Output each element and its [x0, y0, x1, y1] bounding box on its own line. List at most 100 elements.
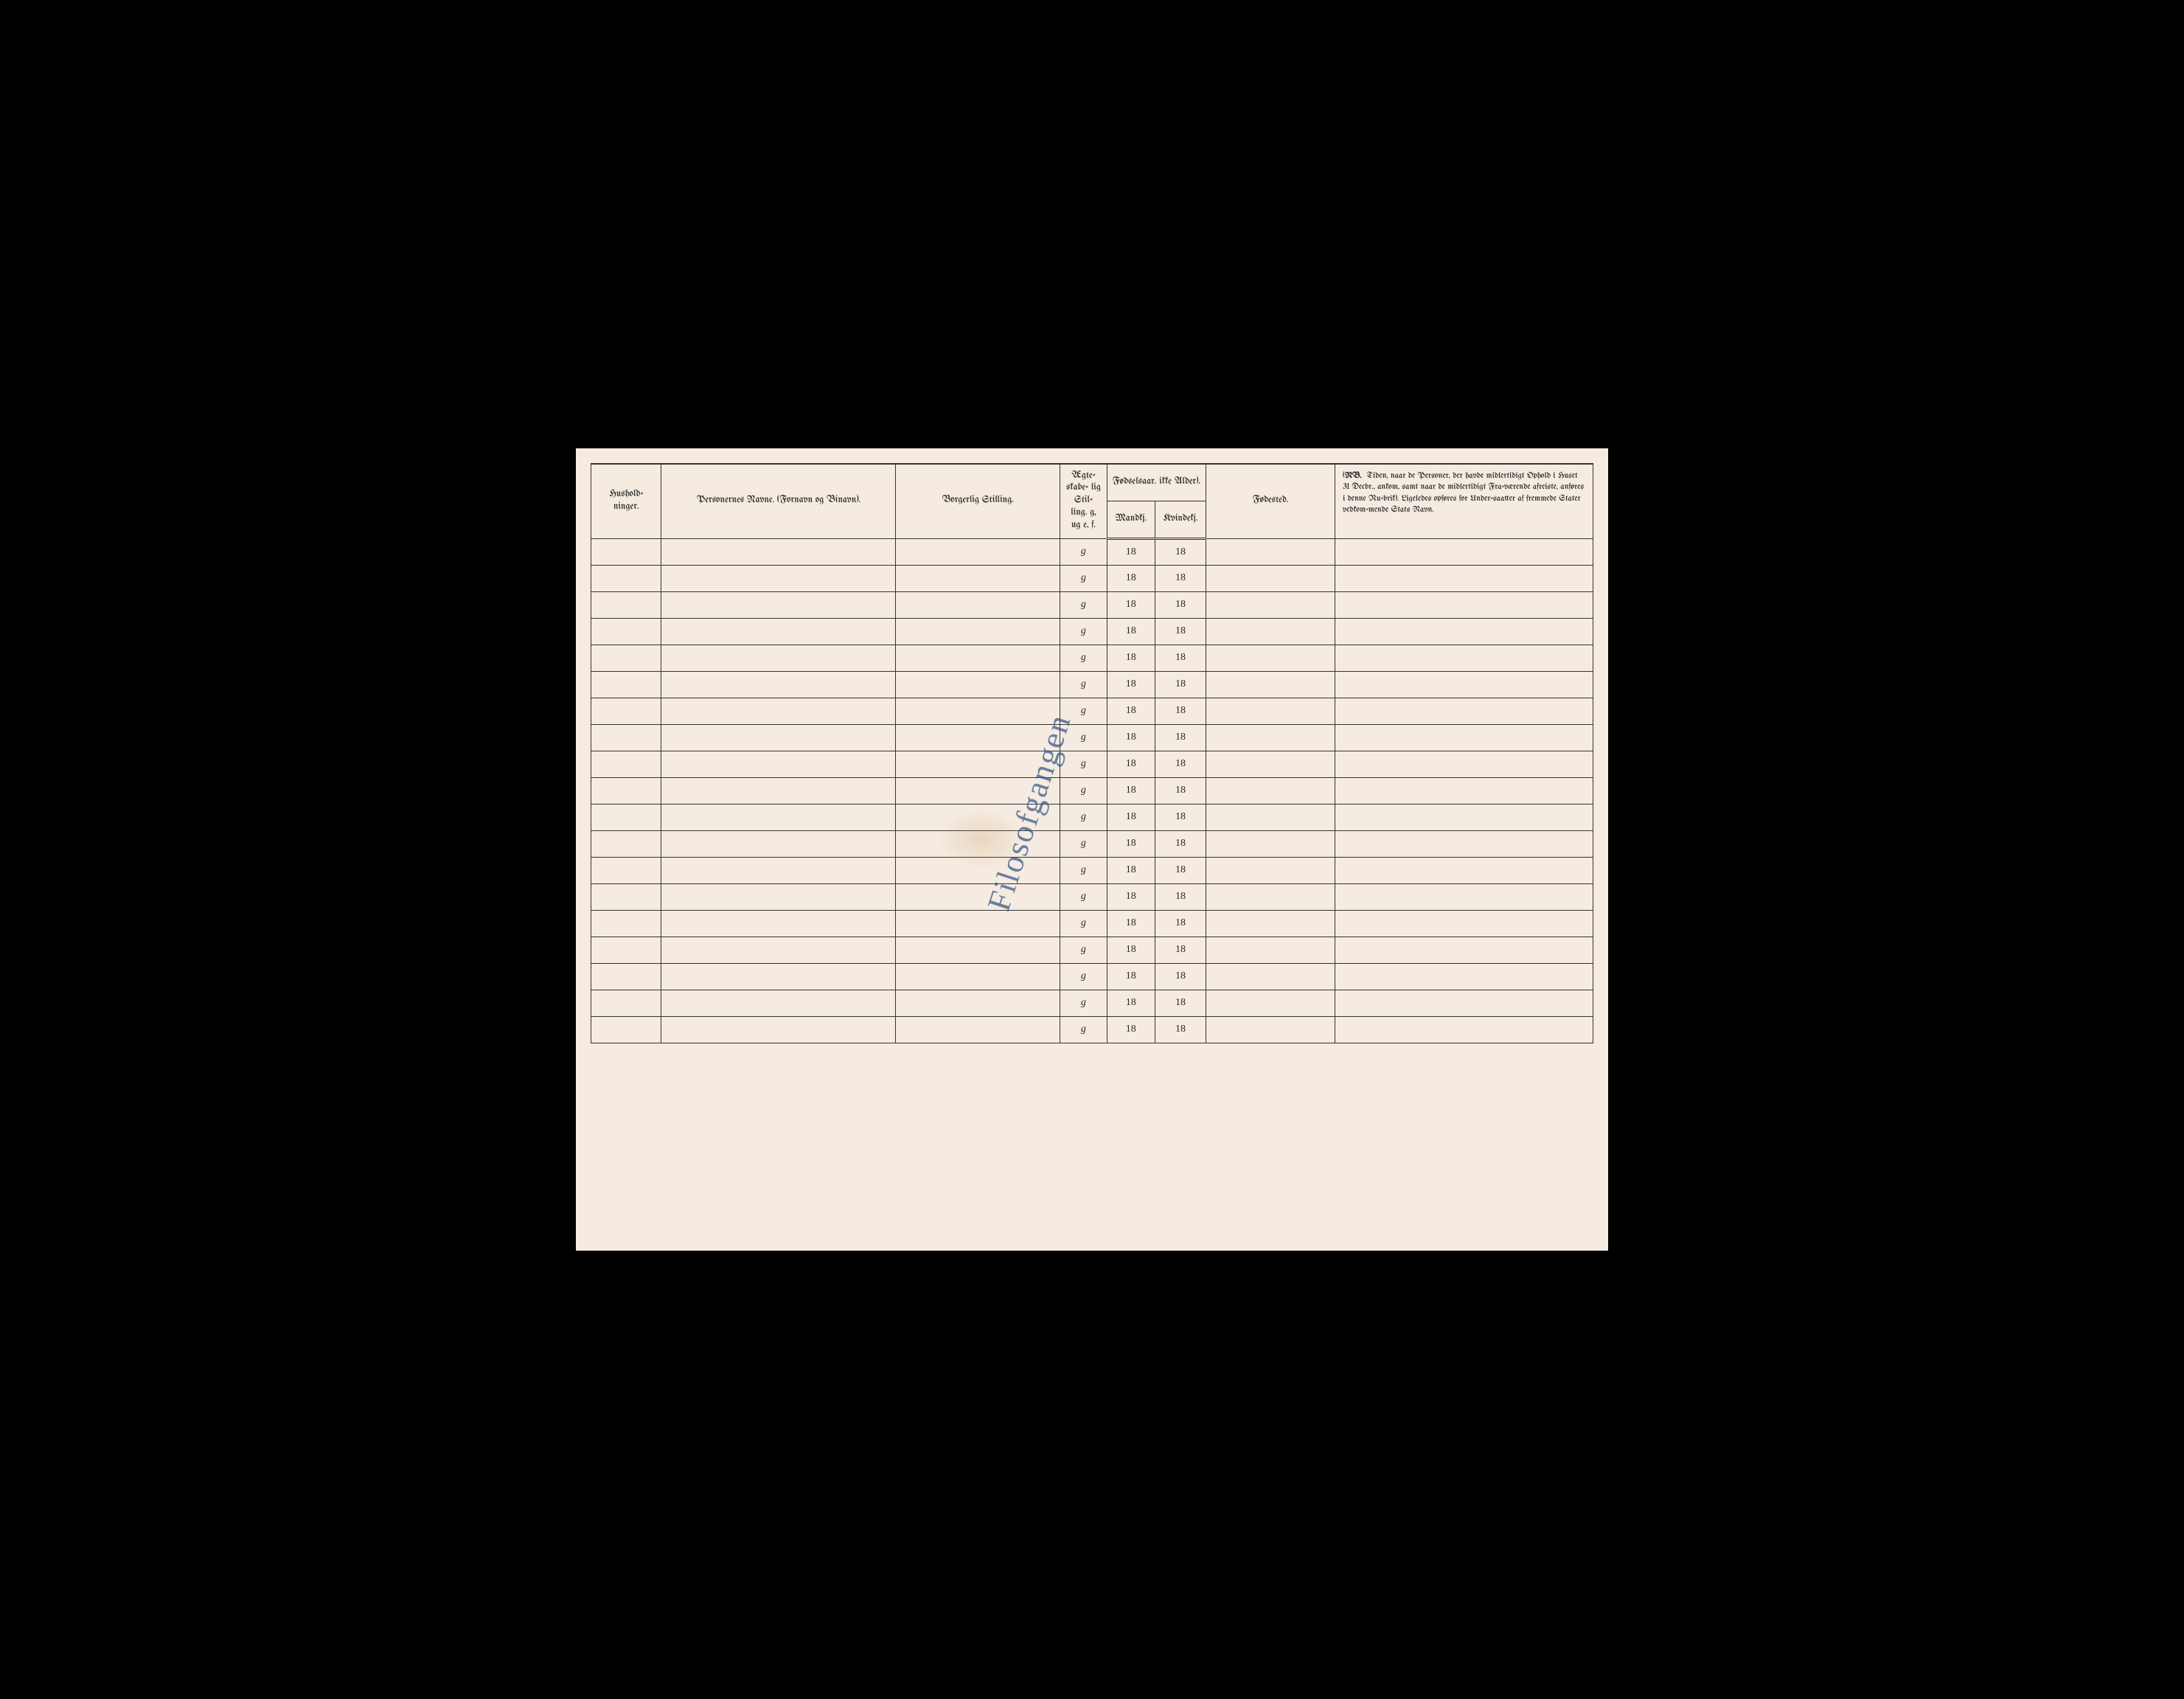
- cell-nb: [1335, 698, 1593, 724]
- cell-hushold: [591, 724, 661, 751]
- header-fodested: Fødested.: [1206, 464, 1335, 539]
- cell-stilling: [896, 565, 1060, 591]
- cell-navne: [661, 963, 896, 990]
- cell-nb: [1335, 910, 1593, 937]
- cell-stilling: [896, 618, 1060, 644]
- cell-fodested: [1206, 618, 1335, 644]
- cell-mandkj: 18: [1107, 804, 1155, 830]
- cell-hushold: [591, 538, 661, 565]
- cell-navne: [661, 910, 896, 937]
- cell-aegte: g: [1060, 963, 1107, 990]
- cell-nb: [1335, 751, 1593, 777]
- cell-kvindekj: 18: [1155, 644, 1206, 671]
- table-row: g 18 18: [591, 777, 1593, 804]
- cell-stilling: [896, 698, 1060, 724]
- cell-hushold: [591, 698, 661, 724]
- header-stilling: Borgerlig Stilling.: [896, 464, 1060, 539]
- header-navne: Personernes Navne. (Fornavn og Binavn).: [661, 464, 896, 539]
- cell-navne: [661, 883, 896, 910]
- cell-kvindekj: 18: [1155, 883, 1206, 910]
- cell-mandkj: 18: [1107, 751, 1155, 777]
- cell-nb: [1335, 591, 1593, 618]
- table-row: g 18 18: [591, 990, 1593, 1016]
- cell-mandkj: 18: [1107, 963, 1155, 990]
- cell-navne: [661, 698, 896, 724]
- header-kvindekj: Kvindekj.: [1155, 501, 1206, 538]
- cell-kvindekj: 18: [1155, 618, 1206, 644]
- cell-fodested: [1206, 698, 1335, 724]
- table-row: g 18 18: [591, 1016, 1593, 1043]
- table-row: g 18 18: [591, 937, 1593, 963]
- header-nb: (NB. Tiden, naar de Personer, der havde …: [1335, 464, 1593, 539]
- cell-aegte: g: [1060, 937, 1107, 963]
- cell-stilling: [896, 804, 1060, 830]
- cell-navne: [661, 751, 896, 777]
- cell-mandkj: 18: [1107, 538, 1155, 565]
- cell-stilling: [896, 910, 1060, 937]
- cell-stilling: [896, 857, 1060, 883]
- cell-nb: [1335, 804, 1593, 830]
- cell-aegte: g: [1060, 883, 1107, 910]
- cell-mandkj: 18: [1107, 565, 1155, 591]
- cell-aegte: g: [1060, 565, 1107, 591]
- cell-hushold: [591, 857, 661, 883]
- cell-hushold: [591, 883, 661, 910]
- cell-fodested: [1206, 591, 1335, 618]
- cell-fodested: [1206, 644, 1335, 671]
- cell-nb: [1335, 937, 1593, 963]
- cell-navne: [661, 1016, 896, 1043]
- cell-kvindekj: 18: [1155, 937, 1206, 963]
- cell-stilling: [896, 724, 1060, 751]
- cell-mandkj: 18: [1107, 777, 1155, 804]
- table-row: g 18 18: [591, 538, 1593, 565]
- cell-hushold: [591, 618, 661, 644]
- cell-navne: [661, 565, 896, 591]
- cell-fodested: [1206, 804, 1335, 830]
- cell-kvindekj: 18: [1155, 538, 1206, 565]
- cell-hushold: [591, 777, 661, 804]
- table-row: g 18 18: [591, 963, 1593, 990]
- cell-navne: [661, 591, 896, 618]
- cell-stilling: [896, 937, 1060, 963]
- cell-hushold: [591, 804, 661, 830]
- table-header: Hushold- ninger. Personernes Navne. (For…: [591, 464, 1593, 539]
- cell-mandkj: 18: [1107, 883, 1155, 910]
- cell-kvindekj: 18: [1155, 565, 1206, 591]
- cell-stilling: [896, 671, 1060, 698]
- cell-aegte: g: [1060, 724, 1107, 751]
- cell-mandkj: 18: [1107, 724, 1155, 751]
- cell-stilling: [896, 591, 1060, 618]
- table-row: g 18 18: [591, 698, 1593, 724]
- cell-aegte: g: [1060, 990, 1107, 1016]
- cell-stilling: [896, 1016, 1060, 1043]
- table-row: g 18 18: [591, 751, 1593, 777]
- cell-navne: [661, 857, 896, 883]
- cell-kvindekj: 18: [1155, 910, 1206, 937]
- cell-aegte: g: [1060, 618, 1107, 644]
- cell-stilling: [896, 777, 1060, 804]
- cell-nb: [1335, 777, 1593, 804]
- cell-navne: [661, 990, 896, 1016]
- cell-mandkj: 18: [1107, 830, 1155, 857]
- cell-hushold: [591, 963, 661, 990]
- cell-nb: [1335, 538, 1593, 565]
- cell-hushold: [591, 671, 661, 698]
- cell-kvindekj: 18: [1155, 963, 1206, 990]
- cell-nb: [1335, 618, 1593, 644]
- cell-kvindekj: 18: [1155, 990, 1206, 1016]
- cell-navne: [661, 618, 896, 644]
- cell-kvindekj: 18: [1155, 1016, 1206, 1043]
- cell-aegte: g: [1060, 804, 1107, 830]
- cell-fodested: [1206, 910, 1335, 937]
- cell-mandkj: 18: [1107, 698, 1155, 724]
- cell-hushold: [591, 1016, 661, 1043]
- cell-kvindekj: 18: [1155, 777, 1206, 804]
- cell-aegte: g: [1060, 644, 1107, 671]
- cell-navne: [661, 644, 896, 671]
- cell-stilling: [896, 883, 1060, 910]
- cell-nb: [1335, 857, 1593, 883]
- cell-nb: [1335, 671, 1593, 698]
- cell-mandkj: 18: [1107, 1016, 1155, 1043]
- table-row: g 18 18: [591, 644, 1593, 671]
- cell-mandkj: 18: [1107, 910, 1155, 937]
